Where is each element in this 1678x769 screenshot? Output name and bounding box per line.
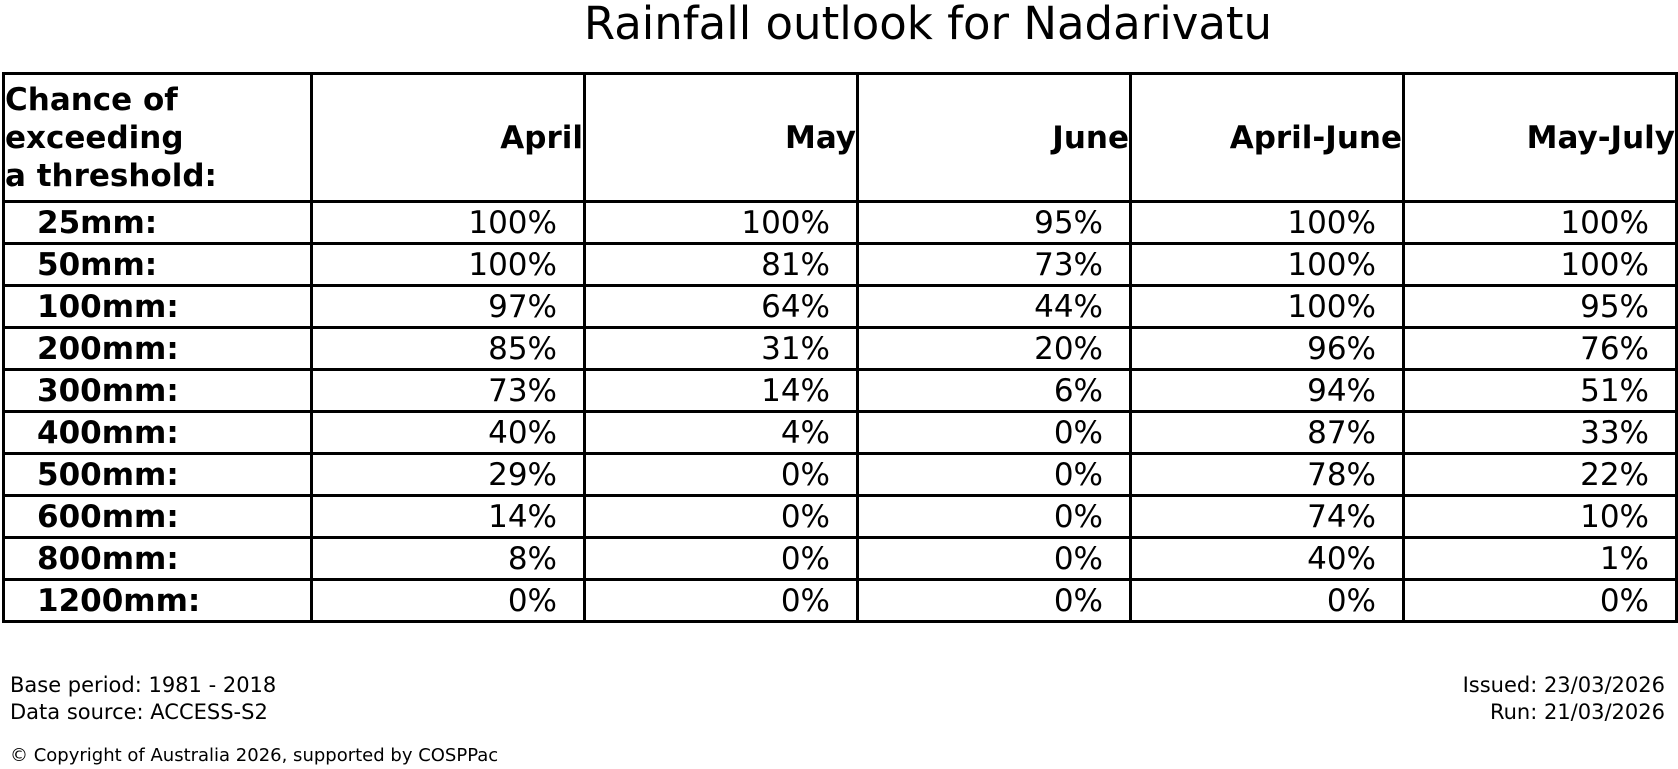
threshold-label: 200mm: (2, 326, 313, 371)
probability-cell: 81% (583, 242, 859, 287)
probability-cell: 100% (1129, 284, 1405, 329)
probability-cell: 0% (856, 536, 1132, 581)
probability-cell: 97% (310, 284, 586, 329)
probability-cell: 64% (583, 284, 859, 329)
base-period-text: Base period: 1981 - 2018 (10, 673, 277, 697)
table-body: 25mm: 100% 100% 95% 100% 100% 50mm: 100% 81% 73% 1… (2, 200, 1678, 623)
probability-cell: 95% (856, 200, 1132, 245)
probability-cell: 6% (856, 368, 1132, 413)
probability-cell: 40% (1129, 536, 1405, 581)
probability-cell: 31% (583, 326, 859, 371)
copyright-text: © Copyright of Australia 2026, supported… (10, 745, 499, 766)
table-header: Chance of exceeding a threshold: April M… (2, 72, 1678, 203)
column-header-may-july: May-July (1402, 72, 1678, 203)
probability-cell: 95% (1402, 284, 1678, 329)
probability-cell: 40% (310, 410, 586, 455)
probability-cell: 0% (856, 452, 1132, 497)
threshold-label: 400mm: (2, 410, 313, 455)
probability-cell: 100% (310, 200, 586, 245)
column-header-june: June (856, 72, 1132, 203)
probability-cell: 73% (856, 242, 1132, 287)
probability-cell: 0% (310, 578, 586, 623)
threshold-label: 1200mm: (2, 578, 313, 623)
probability-cell: 100% (583, 200, 859, 245)
threshold-label: 50mm: (2, 242, 313, 287)
corner-header: Chance of exceeding a threshold: (2, 72, 313, 203)
probability-cell: 100% (1402, 200, 1678, 245)
probability-cell: 14% (583, 368, 859, 413)
probability-cell: 0% (1129, 578, 1405, 623)
probability-cell: 0% (583, 536, 859, 581)
probability-cell: 100% (1402, 242, 1678, 287)
probability-cell: 10% (1402, 494, 1678, 539)
probability-cell: 94% (1129, 368, 1405, 413)
probability-cell: 0% (583, 494, 859, 539)
table-row: 1200mm: 0% 0% 0% 0% 0% (2, 578, 1678, 623)
table-row: 200mm: 85% 31% 20% 96% 76% (2, 326, 1678, 371)
figure-title: Rainfall outlook for Nadarivatu (583, 0, 1273, 50)
probability-cell: 29% (310, 452, 586, 497)
probability-cell: 100% (1129, 200, 1405, 245)
table-row: 300mm: 73% 14% 6% 94% 51% (2, 368, 1678, 413)
table-row: 25mm: 100% 100% 95% 100% 100% (2, 200, 1678, 245)
probability-cell: 1% (1402, 536, 1678, 581)
threshold-label: 100mm: (2, 284, 313, 329)
probability-cell: 8% (310, 536, 586, 581)
probability-cell: 100% (310, 242, 586, 287)
probability-cell: 74% (1129, 494, 1405, 539)
table-row: 400mm: 40% 4% 0% 87% 33% (2, 410, 1678, 455)
data-source-text: Data source: ACCESS-S2 (10, 700, 268, 724)
probability-cell: 14% (310, 494, 586, 539)
probability-cell: 0% (583, 578, 859, 623)
probability-cell: 0% (856, 578, 1132, 623)
run-date-text: Run: 21/03/2026 (1489, 700, 1665, 724)
issued-date-text: Issued: 23/03/2026 (1462, 673, 1665, 697)
probability-cell: 100% (1129, 242, 1405, 287)
probability-cell: 20% (856, 326, 1132, 371)
rainfall-outlook-table: Chance of exceeding a threshold: April M… (2, 72, 1678, 623)
column-header-april: April (310, 72, 586, 203)
threshold-label: 300mm: (2, 368, 313, 413)
probability-cell: 0% (583, 452, 859, 497)
table-row: 100mm: 97% 64% 44% 100% 95% (2, 284, 1678, 329)
column-header-may: May (583, 72, 859, 203)
probability-cell: 33% (1402, 410, 1678, 455)
table-row: 600mm: 14% 0% 0% 74% 10% (2, 494, 1678, 539)
footer-left: Base period: 1981 - 2018 Data source: AC… (10, 672, 276, 726)
probability-cell: 76% (1402, 326, 1678, 371)
table-row: 800mm: 8% 0% 0% 40% 1% (2, 536, 1678, 581)
probability-cell: 85% (310, 326, 586, 371)
probability-cell: 0% (1402, 578, 1678, 623)
probability-cell: 22% (1402, 452, 1678, 497)
probability-cell: 73% (310, 368, 586, 413)
threshold-label: 25mm: (2, 200, 313, 245)
footer-right: Issued: 23/03/2026 Run: 21/03/2026 (1463, 672, 1665, 726)
probability-cell: 44% (856, 284, 1132, 329)
probability-cell: 96% (1129, 326, 1405, 371)
table-row: 500mm: 29% 0% 0% 78% 22% (2, 452, 1678, 497)
probability-cell: 4% (583, 410, 859, 455)
probability-cell: 0% (856, 410, 1132, 455)
threshold-label: 800mm: (2, 536, 313, 581)
probability-cell: 0% (856, 494, 1132, 539)
table-row: 50mm: 100% 81% 73% 100% 100% (2, 242, 1678, 287)
probability-cell: 78% (1129, 452, 1405, 497)
probability-cell: 87% (1129, 410, 1405, 455)
threshold-label: 500mm: (2, 452, 313, 497)
header-row: Chance of exceeding a threshold: April M… (2, 72, 1678, 203)
probability-cell: 51% (1402, 368, 1678, 413)
threshold-label: 600mm: (2, 494, 313, 539)
column-header-april-june: April-June (1129, 72, 1405, 203)
